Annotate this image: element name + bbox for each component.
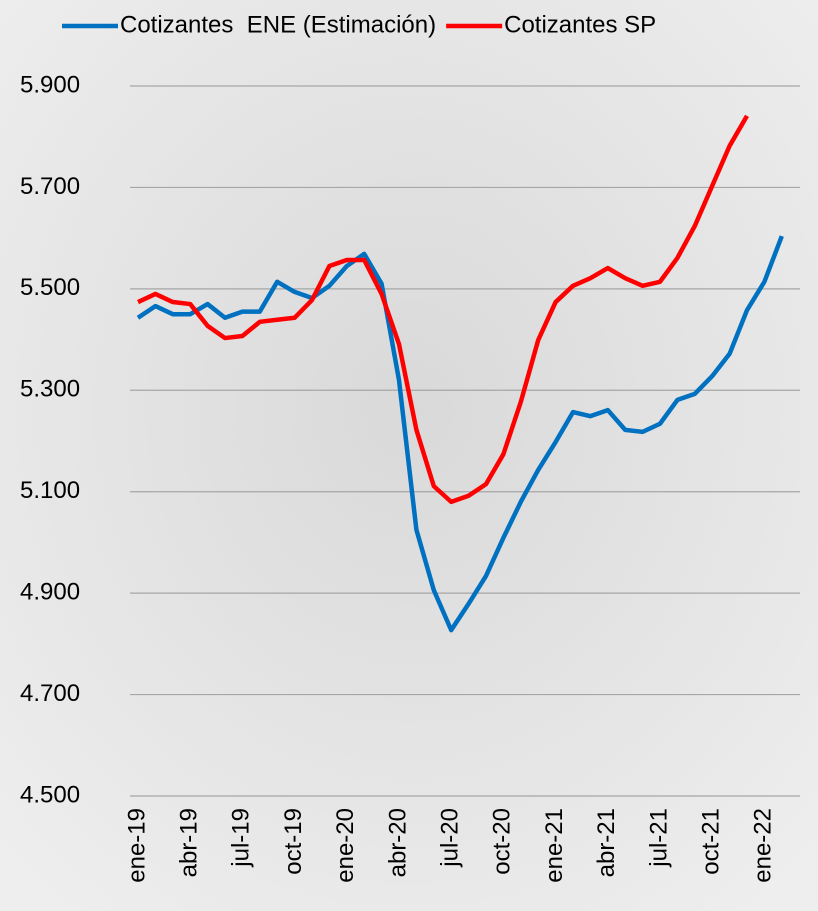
y-tick-label: 5.900 — [20, 71, 80, 98]
x-tick-label: ene-22 — [750, 808, 777, 883]
legend-label: Cotizantes ENE (Estimación) — [120, 11, 436, 38]
x-tick-label: jul-20 — [437, 808, 464, 868]
y-tick-label: 5.500 — [20, 274, 80, 301]
x-tick-label: oct-20 — [489, 808, 516, 875]
y-tick-label: 4.700 — [20, 680, 80, 707]
x-tick-label: ene-21 — [541, 808, 568, 883]
x-tick-label: abr-20 — [384, 808, 411, 877]
x-tick-label: jul-21 — [645, 808, 672, 868]
y-tick-label: 5.700 — [20, 173, 80, 200]
x-tick-label: jul-19 — [228, 808, 255, 868]
y-tick-label: 5.300 — [20, 376, 80, 403]
y-tick-label: 5.100 — [20, 477, 80, 504]
x-tick-label: ene-19 — [123, 808, 150, 883]
x-tick-label: ene-20 — [332, 808, 359, 883]
chart: 4.500 4.700 4.900 5.100 5.300 5.500 5.700 5.900… — [0, 0, 818, 911]
y-tick-label: 4.900 — [20, 578, 80, 605]
x-tick-label: abr-21 — [593, 808, 620, 877]
x-tick-label: oct-19 — [280, 808, 307, 875]
x-tick-label: abr-19 — [176, 808, 203, 877]
x-tick-label: oct-21 — [698, 808, 725, 875]
y-tick-label: 4.500 — [20, 781, 80, 808]
legend-label: Cotizantes SP — [504, 11, 656, 38]
